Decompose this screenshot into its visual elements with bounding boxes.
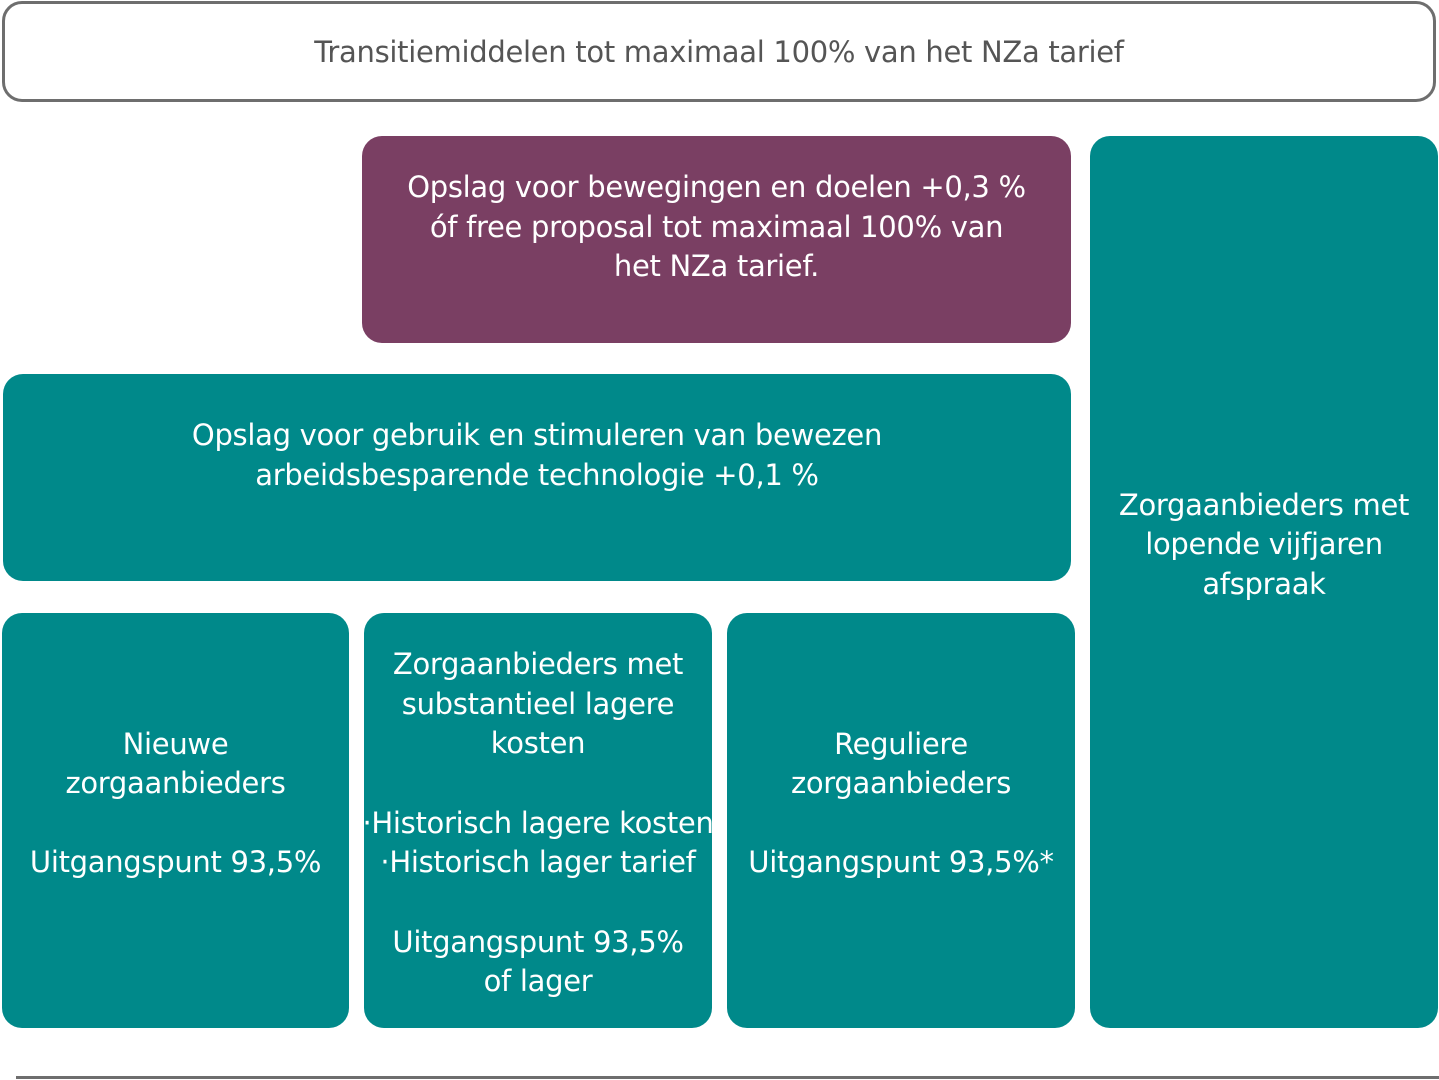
- lower-costs-title-line-1: Zorgaanbieders met: [392, 647, 684, 682]
- new-providers-title-line-1: Nieuwe: [122, 726, 229, 761]
- lower-costs-basis-line-2: of lager: [483, 964, 593, 999]
- five-year-agreement-box: Zorgaanbieders met lopende vijfjaren afs…: [1090, 136, 1438, 1028]
- bottom-divider: [16, 1076, 1439, 1079]
- lower-costs-bullet-2: ·Historisch lager tarief: [380, 845, 696, 880]
- new-providers-box: Nieuwe zorgaanbieders Uitgangspunt 93,5%: [2, 613, 349, 1028]
- movements-goals-line-2: óf free proposal tot maximaal 100% van: [429, 209, 1004, 244]
- header-title: Transitiemiddelen tot maximaal 100% van …: [314, 34, 1124, 69]
- new-providers-title-line-2: zorgaanbieders: [65, 766, 286, 800]
- five-year-line-2: lopende vijfjaren: [1145, 527, 1383, 562]
- header-box: Transitiemiddelen tot maximaal 100% van …: [2, 1, 1436, 102]
- movements-goals-line-3: het NZa tarief.: [613, 249, 820, 284]
- regular-providers-title-line-1: Reguliere: [834, 726, 968, 761]
- movements-goals-box: Opslag voor bewegingen en doelen +0,3 % …: [362, 136, 1071, 343]
- technology-line-2: arbeidsbesparende technologie +0,1 %: [255, 457, 819, 492]
- regular-providers-title-line-2: zorgaanbieders: [790, 766, 1012, 800]
- technology-line-1: Opslag voor gebruik en stimuleren van be…: [191, 418, 883, 452]
- new-providers-basis: Uitgangspunt 93,5%: [29, 845, 322, 879]
- regular-providers-basis: Uitgangspunt 93,5%*: [748, 845, 1054, 879]
- five-year-line-1: Zorgaanbieders met: [1118, 487, 1410, 522]
- movements-goals-line-1: Opslag voor bewegingen en doelen +0,3 %: [407, 170, 1026, 205]
- technology-box: Opslag voor gebruik en stimuleren van be…: [3, 374, 1071, 581]
- lower-costs-box: Zorgaanbieders met substantieel lagere k…: [362, 613, 714, 1028]
- lower-costs-title-line-3: kosten: [490, 726, 586, 761]
- lower-costs-bullet-1: ·Historisch lagere kosten: [362, 805, 714, 840]
- five-year-line-3: afspraak: [1202, 566, 1326, 601]
- regular-providers-box: Reguliere zorgaanbieders Uitgangspunt 93…: [727, 613, 1075, 1028]
- lower-costs-basis-line-1: Uitgangspunt 93,5%: [392, 924, 684, 959]
- lower-costs-title-line-2: substantieel lagere: [401, 686, 675, 721]
